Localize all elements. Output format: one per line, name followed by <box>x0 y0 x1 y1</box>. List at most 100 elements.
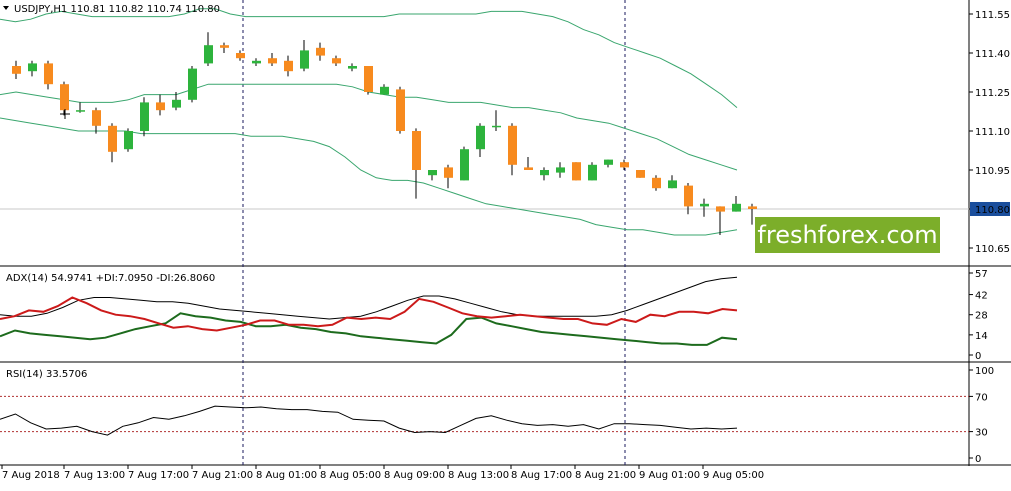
candlestick <box>284 55 293 77</box>
time-tick-label: 8 Aug 05:00 <box>320 470 381 481</box>
current-price-label: 110.80 <box>975 205 1010 216</box>
candlestick <box>124 128 133 152</box>
time-tick-label: 8 Aug 01:00 <box>256 470 317 481</box>
candle-body-bear <box>108 125 117 152</box>
candlestick <box>348 63 357 72</box>
candle-body-bull <box>556 167 565 173</box>
price-tick-label: 111.25 <box>975 88 1010 99</box>
chart-symbol-title: USDJPY,H1 110.81 110.82 110.74 110.80 <box>14 4 220 15</box>
candlestick <box>28 60 37 77</box>
price-tick-label: 111.10 <box>975 127 1010 138</box>
time-tick-label: 7 Aug 17:00 <box>128 470 189 481</box>
candlestick <box>236 50 245 61</box>
candle-body-bull <box>76 110 85 112</box>
dropdown-triangle-icon[interactable] <box>3 6 9 10</box>
candlestick <box>204 32 213 66</box>
candlestick <box>444 164 453 189</box>
candle-body-bull <box>476 125 485 150</box>
price-tick-label: 110.95 <box>975 166 1010 177</box>
candlestick <box>140 97 149 137</box>
time-tick-label: 7 Aug 2018 <box>2 470 60 481</box>
candlestick <box>76 102 85 113</box>
candlestick <box>428 170 437 181</box>
candle-body-bear <box>412 131 421 170</box>
candle-body-bull <box>252 60 261 64</box>
candlestick <box>668 175 677 189</box>
candlestick <box>700 198 709 217</box>
candlestick <box>332 55 341 66</box>
candle-body-bull <box>428 170 437 176</box>
candle-body-bear <box>716 206 725 212</box>
candlestick <box>12 60 21 79</box>
time-tick-label: 8 Aug 21:00 <box>575 470 636 481</box>
candle-body-bull <box>348 66 357 69</box>
current-price-tag <box>970 202 1010 216</box>
time-tick-label: 7 Aug 21:00 <box>192 470 253 481</box>
rsi-tick-label: 0 <box>975 454 981 465</box>
time-tick-label: 8 Aug 17:00 <box>511 470 572 481</box>
candle-body-bear <box>748 206 757 209</box>
adx-series-adx <box>0 276 738 320</box>
candlestick <box>716 206 725 235</box>
candle-body-bull <box>380 86 389 95</box>
candle-body-bull <box>668 180 677 189</box>
adx-tick-label: 42 <box>975 291 988 302</box>
candle-body-bear <box>524 167 533 170</box>
rsi-tick-label: 30 <box>975 428 988 439</box>
candle-body-bear <box>220 45 229 48</box>
candlestick <box>476 123 485 157</box>
candle-body-bear <box>684 185 693 207</box>
candlestick <box>44 60 53 90</box>
candle-body-bear <box>572 162 581 181</box>
candle-body-bull <box>28 63 37 72</box>
candlestick <box>380 84 389 95</box>
candle-body-bear <box>44 63 53 85</box>
candle-body-bull <box>700 203 709 207</box>
candle-body-bull <box>460 149 469 181</box>
candlestick <box>316 42 325 61</box>
time-tick-label: 7 Aug 13:00 <box>64 470 125 481</box>
candlestick <box>636 170 645 178</box>
candlestick <box>588 162 597 181</box>
candle-body-bear <box>268 58 277 64</box>
adx-tick-label: 14 <box>975 331 988 342</box>
time-tick-label: 8 Aug 13:00 <box>448 470 509 481</box>
rsi-indicator-title: RSI(14) 33.5706 <box>6 369 87 380</box>
time-tick-label: 8 Aug 09:00 <box>384 470 445 481</box>
candlestick <box>748 203 757 225</box>
candle-body-bull <box>492 125 501 128</box>
time-tick-label: 9 Aug 01:00 <box>639 470 700 481</box>
ohlc-values: 110.81 110.82 110.74 110.80 <box>70 4 220 15</box>
candlestick <box>684 183 693 215</box>
adx-tick-label: 0 <box>975 351 981 362</box>
candle-body-bear <box>60 84 69 111</box>
adx-tick-label: 57 <box>975 269 988 280</box>
candlestick <box>460 146 469 181</box>
watermark-logo: freshforex.com <box>755 217 940 253</box>
candlestick <box>268 53 277 66</box>
candlestick <box>620 159 629 170</box>
candle-body-bull <box>540 170 549 176</box>
candlestick <box>60 81 69 116</box>
candle-body-bear <box>316 47 325 56</box>
candlestick <box>492 110 501 131</box>
candle-body-bear <box>444 167 453 178</box>
adx-series-di <box>0 312 738 346</box>
candle-body-bull <box>204 45 213 64</box>
candle-body-bear <box>652 177 661 189</box>
candle-body-bull <box>300 50 309 69</box>
candlestick <box>652 175 661 191</box>
candlestick <box>220 42 229 53</box>
candlestick <box>604 159 613 168</box>
rsi-tick-label: 70 <box>975 392 988 403</box>
candle-body-bull <box>124 131 133 150</box>
price-tick-label: 110.65 <box>975 244 1010 255</box>
candlestick <box>188 66 197 103</box>
candlestick <box>252 58 261 66</box>
adx-indicator-title: ADX(14) 54.9741 +DI:7.0950 -DI:26.8060 <box>6 273 215 284</box>
candlestick <box>108 123 117 163</box>
candlestick <box>396 86 405 134</box>
candlestick <box>92 107 101 134</box>
candle-body-bear <box>332 58 341 64</box>
candle-body-bear <box>636 170 645 178</box>
